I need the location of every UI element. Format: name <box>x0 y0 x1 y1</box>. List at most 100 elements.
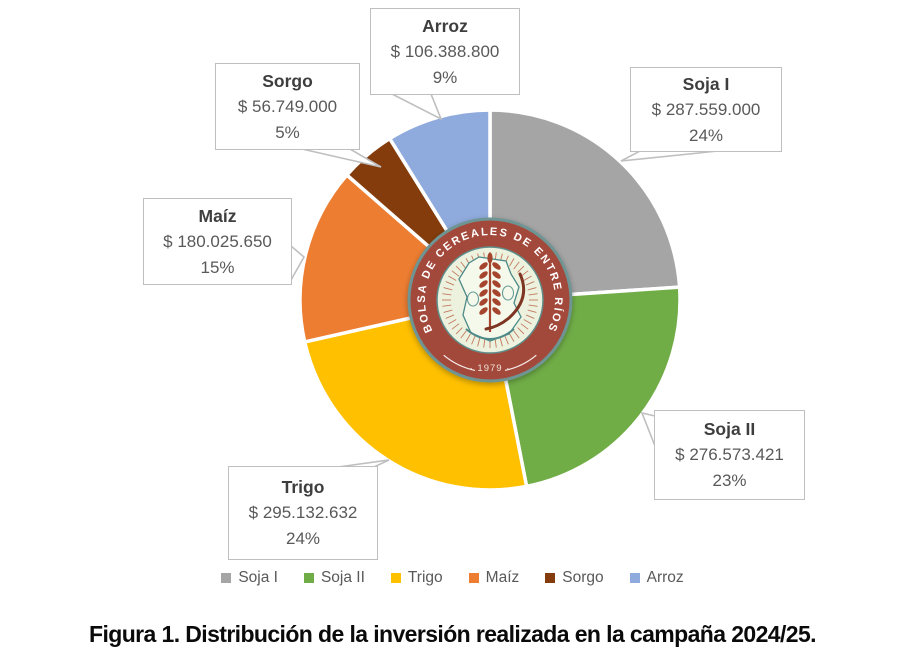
legend-item-arroz: Arroz <box>629 569 684 587</box>
callout-value: $ 276.573.421 <box>675 445 784 464</box>
legend-item-maiz: Maíz <box>468 569 520 587</box>
legend-swatch-maiz <box>468 573 479 583</box>
logo-tree-right-icon <box>501 285 515 301</box>
callout-percent: 5% <box>275 122 300 142</box>
legend-label: Maíz <box>485 569 520 586</box>
legend-label: Soja II <box>320 569 365 586</box>
logo-ray <box>499 337 503 347</box>
callout-value: $ 295.132.632 <box>248 503 358 522</box>
callout-title: Sorgo <box>262 70 313 91</box>
wheat-grain <box>492 262 501 270</box>
logo-ray <box>451 270 460 277</box>
legend-swatch-soja-ii <box>303 573 314 583</box>
legend-swatch-arroz <box>629 573 640 583</box>
legend-swatch-trigo <box>390 573 401 583</box>
legend-label: Trigo <box>407 569 443 586</box>
logo-ray <box>455 265 463 273</box>
wheat-grain <box>492 307 501 315</box>
wheat-grain <box>479 307 488 315</box>
logo-ray <box>523 319 532 325</box>
callout-value: $ 106.388.800 <box>390 41 500 61</box>
logo-ray <box>504 335 509 345</box>
callout-pointer-soja-i <box>620 150 719 162</box>
wheat-grain <box>492 298 501 306</box>
center-logo: BOLSA DE CEREALES DE ENTRE RÍOS · 1979 · <box>407 217 573 383</box>
logo-ray <box>517 327 525 335</box>
callout-title: Soja II <box>703 419 756 439</box>
callout-trigo: Trigo $ 295.132.632 24% <box>228 466 378 560</box>
legend-item-soja-ii: Soja II <box>303 569 365 587</box>
logo-ray <box>443 287 453 291</box>
logo-ray <box>460 330 467 339</box>
logo-ray <box>471 335 476 345</box>
logo-ray <box>445 314 455 319</box>
callout-value: $ 56.749.000 <box>237 96 338 116</box>
wheat-grain <box>479 298 488 306</box>
wheat-grain <box>492 271 501 279</box>
callout-percent: 9% <box>432 67 458 87</box>
wheat-grain <box>479 271 488 279</box>
callout-sorgo: Sorgo $ 56.749.000 5% <box>215 63 360 150</box>
callout-title: Arroz <box>422 15 468 36</box>
callout-title: Soja I <box>682 73 730 94</box>
logo-ray <box>442 304 452 307</box>
wheat-grain <box>479 262 488 270</box>
callout-maiz: Maíz $ 180.025.650 15% <box>143 198 292 285</box>
logo-ray <box>525 281 535 286</box>
logo-ray <box>443 309 453 313</box>
wheat-grain <box>479 280 488 288</box>
callout-title: Trigo <box>281 477 325 497</box>
logo-ray <box>465 333 471 342</box>
logo-ray <box>520 323 529 330</box>
callout-pointer-arroz <box>391 93 443 121</box>
logo-tree-left-icon <box>466 291 480 307</box>
logo-ray <box>455 327 463 335</box>
logo-ray <box>448 319 457 325</box>
callout-arroz: Arroz $ 106.388.800 9% <box>370 8 520 95</box>
logo-rays-icon <box>442 252 538 348</box>
wheat-icon <box>479 252 501 332</box>
legend-label: Soja I <box>238 569 278 586</box>
legend-swatch-soja-i <box>221 573 232 583</box>
chart-legend: Soja I Soja II Trigo Maíz Sorgo Arroz <box>0 565 905 591</box>
logo-ray <box>442 293 452 296</box>
legend-label: Arroz <box>646 569 684 586</box>
callout-soja-ii: Soja II $ 276.573.421 23% <box>654 410 805 500</box>
wheat-grain <box>479 289 488 297</box>
sickle-icon <box>484 272 526 331</box>
callout-percent: 24% <box>688 125 724 145</box>
logo-ray <box>445 281 455 286</box>
logo-ray <box>513 330 520 339</box>
logo-ray <box>527 287 537 291</box>
callout-value: $ 180.025.650 <box>163 231 272 251</box>
logo-ray <box>483 338 486 348</box>
callout-percent: 23% <box>712 471 747 490</box>
callout-percent: 15% <box>200 257 235 277</box>
legend-label: Sorgo <box>562 569 604 586</box>
logo-ray <box>525 314 535 319</box>
logo-ray <box>477 337 481 347</box>
callout-soja-i: Soja I $ 287.559.000 24% <box>630 67 782 152</box>
figure-caption: Figura 1. Distribución de la inversión r… <box>89 621 817 647</box>
wheat-grain <box>492 289 501 297</box>
logo-ray <box>451 323 460 330</box>
logo-ray <box>509 333 515 342</box>
wheat-grain-top <box>487 252 493 264</box>
legend-item-sorgo: Sorgo <box>545 569 604 587</box>
logo-ray <box>527 309 537 313</box>
logo-ray <box>513 261 520 270</box>
logo-ray <box>509 258 515 267</box>
callout-value: $ 287.559.000 <box>651 99 761 119</box>
legend-swatch-sorgo <box>545 573 556 583</box>
logo-ray <box>494 338 497 348</box>
logo-deco-arc-left <box>443 354 476 371</box>
logo-boat-icon <box>465 328 515 340</box>
logo-year: · 1979 · <box>470 363 511 374</box>
callout-percent: 24% <box>285 529 321 548</box>
legend-item-soja-i: Soja I <box>221 569 278 587</box>
logo-ray <box>528 293 538 296</box>
logo-ray <box>517 265 525 273</box>
logo-ray <box>523 275 532 281</box>
